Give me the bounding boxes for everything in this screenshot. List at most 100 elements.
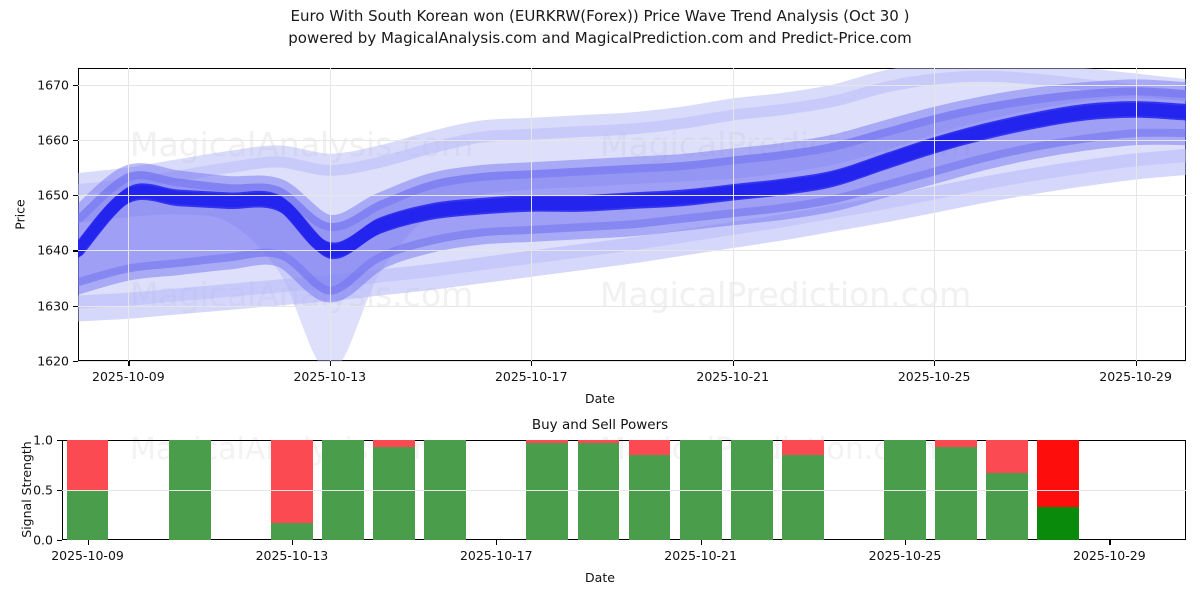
buy-power-segment[interactable] <box>373 447 416 540</box>
x-tick-label: 2025-10-29 <box>1099 369 1172 384</box>
y-tick-label: 1630 <box>37 298 69 314</box>
buy-power-segment[interactable] <box>270 523 313 540</box>
y-tick-mark <box>73 305 78 307</box>
gridline <box>732 68 734 361</box>
buy-power-segment[interactable] <box>628 455 671 540</box>
sell-power-segment[interactable] <box>628 440 671 455</box>
x-tick-mark <box>934 361 936 366</box>
gridline <box>78 250 1186 252</box>
sell-power-segment[interactable] <box>66 440 109 490</box>
y-tick-label: 0.0 <box>33 532 53 548</box>
bar-group[interactable] <box>935 440 978 540</box>
price-xaxis-title: Date <box>585 391 615 406</box>
y-tick-mark <box>73 84 78 86</box>
bar-group[interactable] <box>1037 440 1080 540</box>
sell-power-segment[interactable] <box>577 440 620 443</box>
x-tick-mark <box>1109 540 1111 545</box>
sell-power-segment[interactable] <box>781 440 824 455</box>
buy-power-segment[interactable] <box>1037 507 1080 540</box>
x-tick-label: 2025-10-25 <box>897 369 971 384</box>
wave-dip-band <box>78 87 1186 361</box>
buy-power-segment[interactable] <box>577 443 620 540</box>
y-tick-label: 1660 <box>37 132 69 148</box>
wave-trend-line <box>78 79 1186 231</box>
y-tick-mark <box>57 490 62 492</box>
bar-group[interactable] <box>986 440 1029 540</box>
gridline <box>78 195 1186 197</box>
gridline <box>934 68 936 361</box>
x-tick-label: 2025-10-21 <box>664 548 737 563</box>
buy-power-segment[interactable] <box>935 447 978 540</box>
title-line-1: Euro With South Korean won (EURKRW(Forex… <box>290 7 910 25</box>
x-tick-label: 2025-10-29 <box>1073 548 1146 563</box>
buy-power-segment[interactable] <box>66 490 109 540</box>
x-tick-mark <box>87 540 89 545</box>
sell-power-segment[interactable] <box>1037 440 1080 507</box>
y-tick-mark <box>57 440 62 442</box>
y-tick-label: 1640 <box>37 242 69 258</box>
y-tick-mark <box>73 139 78 142</box>
bar-group[interactable] <box>781 440 824 540</box>
x-tick-label: 2025-10-21 <box>696 369 770 384</box>
bar-group[interactable] <box>526 440 569 540</box>
gridline <box>128 68 130 361</box>
y-tick-label: 1670 <box>37 77 69 93</box>
x-tick-mark <box>496 540 498 545</box>
y-tick-label: 0.5 <box>33 482 53 498</box>
y-tick-mark <box>73 250 78 252</box>
gridline <box>78 84 1186 86</box>
gridline <box>329 68 331 361</box>
bar-group[interactable] <box>270 440 313 540</box>
x-tick-label: 2025-10-13 <box>255 548 329 563</box>
x-tick-label: 2025-10-09 <box>51 548 124 563</box>
y-tick-mark <box>73 195 78 197</box>
y-tick-mark <box>57 540 62 542</box>
x-tick-mark <box>291 540 294 545</box>
x-tick-label: 2025-10-13 <box>293 369 367 384</box>
sell-power-segment[interactable] <box>526 440 569 443</box>
sell-power-segment[interactable] <box>935 440 978 447</box>
gridline <box>78 361 1186 362</box>
sell-power-segment[interactable] <box>270 440 313 523</box>
page-title: Euro With South Korean won (EURKRW(Forex… <box>0 6 1200 50</box>
gridline <box>1135 68 1137 361</box>
gridline <box>531 68 533 361</box>
y-tick-label: 1.0 <box>33 432 53 448</box>
buy-power-segment[interactable] <box>986 473 1029 540</box>
buy-sell-yaxis-title: Signal Strength <box>19 441 34 538</box>
buy-power-segment[interactable] <box>781 455 824 540</box>
bar-group[interactable] <box>373 440 416 540</box>
price-yaxis-title: Price <box>12 198 28 230</box>
gridline <box>78 139 1186 141</box>
buy-sell-title: Buy and Sell Powers <box>531 417 669 433</box>
x-tick-label: 2025-10-17 <box>459 548 533 563</box>
y-tick-mark <box>73 361 78 363</box>
bar-group[interactable] <box>577 440 620 540</box>
bar-group[interactable] <box>628 440 671 540</box>
buy-sell-xaxis-title: Date <box>585 570 615 585</box>
sell-power-segment[interactable] <box>986 440 1029 473</box>
x-tick-mark <box>700 540 702 545</box>
x-tick-label: 2025-10-17 <box>494 369 568 384</box>
y-tick-label: 1620 <box>37 353 69 369</box>
wave-trend-line <box>78 68 1186 196</box>
y-tick-label: 1650 <box>37 187 69 203</box>
x-tick-mark <box>732 361 734 366</box>
x-tick-mark <box>128 361 130 366</box>
x-tick-label: 2025-10-25 <box>868 548 942 563</box>
buy-power-segment[interactable] <box>526 443 569 540</box>
gridline <box>78 305 1186 307</box>
x-tick-mark <box>1135 361 1137 366</box>
sell-power-segment[interactable] <box>373 440 416 447</box>
title-line-2: powered by MagicalAnalysis.com and Magic… <box>288 28 912 47</box>
gridline <box>62 490 1186 491</box>
x-tick-mark <box>531 361 533 366</box>
x-tick-mark <box>329 361 331 366</box>
x-tick-label: 2025-10-09 <box>92 369 165 384</box>
bar-group[interactable] <box>66 440 109 540</box>
x-tick-mark <box>905 540 907 545</box>
wave-trend-line <box>78 102 1186 258</box>
wave-trend-line <box>78 128 1186 303</box>
